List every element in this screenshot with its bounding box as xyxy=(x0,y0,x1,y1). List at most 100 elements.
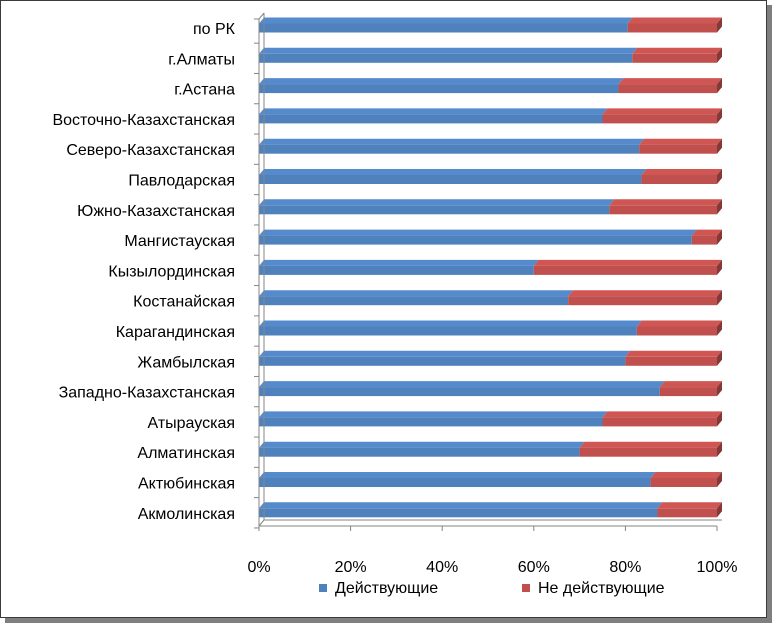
bar-segment-inactive xyxy=(691,235,717,245)
bar-segment-inactive xyxy=(659,387,717,397)
bar-segment-active xyxy=(259,53,633,63)
category-label: Северо-Казахстанская xyxy=(66,142,235,159)
x-tick-label: 20% xyxy=(335,559,367,576)
bar-segment-active-top xyxy=(259,17,633,24)
bar-segment-inactive-side xyxy=(717,381,722,397)
category-label: Павлодарская xyxy=(128,173,235,190)
bar-segment-inactive-side xyxy=(717,199,722,215)
category-label: Актюбинская xyxy=(138,476,235,493)
bar-segment-active-top xyxy=(259,350,631,357)
bar-segment-inactive-side xyxy=(717,78,722,94)
category-label: г.Алматы xyxy=(168,51,235,68)
bar-segment-active-top xyxy=(259,290,574,297)
bar-segment-active-top xyxy=(259,108,608,115)
bar-segment-active xyxy=(259,235,692,245)
bar-segment-active xyxy=(259,265,534,275)
x-axis-depth-left xyxy=(258,519,265,527)
bar-segment-inactive-top xyxy=(602,411,722,418)
bar-segment-inactive-side xyxy=(717,320,722,336)
bar-segment-inactive-top xyxy=(618,78,722,85)
bar-segment-inactive-top xyxy=(636,320,722,327)
x-tick-label: 60% xyxy=(518,559,550,576)
bar-segment-active xyxy=(259,508,658,518)
bar-segment-inactive-side xyxy=(717,472,722,487)
bar-segment-active xyxy=(259,447,580,457)
bar-segment-inactive-top xyxy=(533,259,722,266)
category-label: по РК xyxy=(193,21,236,38)
bar-segment-active xyxy=(259,387,660,397)
bar-segment-inactive xyxy=(650,478,717,487)
category-label: Восточно-Казахстанская xyxy=(52,112,235,129)
bar-segment-active xyxy=(259,23,628,33)
bar-segment-active-top xyxy=(259,320,642,327)
bar-segment-active xyxy=(259,478,651,487)
category-label: Костанайская xyxy=(133,294,235,311)
bar-segment-inactive-top xyxy=(625,350,722,357)
x-tick-label: 0% xyxy=(247,559,270,576)
stacked-bar-chart: по РК г.Алматы г.Астана Восточно-Казахстанс… xyxy=(52,12,737,597)
bar-segment-active xyxy=(259,296,569,306)
bar-segment-inactive-top xyxy=(602,108,722,115)
legend: Действующие Не действующие xyxy=(319,580,665,597)
bar-segment-active xyxy=(259,356,626,366)
bar-segment-inactive-top xyxy=(632,47,722,54)
legend-swatch-inactive xyxy=(522,584,530,592)
bar-segment-active xyxy=(259,205,610,215)
bar-segment-inactive xyxy=(568,296,717,306)
bar-segment-inactive-side xyxy=(717,17,722,33)
bar-segment-inactive xyxy=(609,205,717,215)
bar-segment-active xyxy=(259,144,640,154)
bar-segment-inactive-top xyxy=(579,441,722,448)
category-label: Алматинская xyxy=(137,445,235,462)
bar-segment-inactive-side xyxy=(717,108,722,124)
bar-segment-inactive xyxy=(627,23,717,33)
category-label: Атырауская xyxy=(148,415,236,432)
bar-segment-inactive xyxy=(657,508,717,518)
bar-segment-active-top xyxy=(259,502,663,509)
bar-segment-active-top xyxy=(259,381,665,388)
bar-segment-inactive-top xyxy=(609,199,722,206)
category-label: Акмолинская xyxy=(138,506,235,523)
category-label: Мангистауская xyxy=(124,233,235,250)
y-axis-depth-top xyxy=(258,12,265,20)
bar-segment-inactive xyxy=(618,84,717,94)
bar-segment-inactive-top xyxy=(627,17,722,24)
bar-segment-inactive-top xyxy=(639,138,722,145)
bar-segment-inactive-side xyxy=(717,441,722,457)
legend-label-inactive: Не действующие xyxy=(538,580,665,597)
category-label: Южно-Казахстанская xyxy=(77,203,235,220)
category-label: Западно-Казахстанская xyxy=(59,385,235,402)
bar-segment-inactive-side xyxy=(717,229,722,245)
legend-label-active: Действующие xyxy=(335,580,438,597)
bar-segment-inactive-top xyxy=(691,229,722,236)
bar-segment-active-top xyxy=(259,47,638,54)
bar-segment-active-top xyxy=(259,229,697,236)
bar-segment-active-top xyxy=(259,169,647,175)
category-labels: по РК г.Алматы г.Астана Восточно-Казахстанс… xyxy=(52,21,235,523)
category-label: Кызылординская xyxy=(108,263,235,280)
bar-3d-layer xyxy=(259,17,722,518)
category-label: г.Астана xyxy=(174,82,235,99)
bar-segment-inactive-side xyxy=(717,502,722,518)
bar-segment-inactive xyxy=(639,144,717,154)
bar-segment-inactive-side xyxy=(717,259,722,275)
bar-segment-active-top xyxy=(259,78,624,85)
bar-segment-active xyxy=(259,84,619,94)
bar-segment-active-top xyxy=(259,138,645,145)
axis-layer xyxy=(254,12,722,531)
bar-segment-inactive-side xyxy=(717,411,722,427)
bar-segment-active xyxy=(259,114,603,124)
bar-segment-inactive-top xyxy=(568,290,722,297)
bar-segment-inactive-side xyxy=(717,169,722,184)
bar-segment-inactive xyxy=(533,265,717,275)
bar-segment-active-top xyxy=(259,441,585,448)
bar-segment-inactive xyxy=(579,447,717,457)
bar-segment-inactive xyxy=(625,356,717,366)
bar-segment-inactive xyxy=(641,175,717,184)
tick-labels: 0% 20% 40% 60% 80% 100% xyxy=(247,559,737,576)
bar-segment-active-top xyxy=(259,259,539,266)
bar-segment-inactive-top xyxy=(659,381,722,388)
x-tick-label: 40% xyxy=(426,559,458,576)
bar-segment-inactive-side xyxy=(717,350,722,366)
bar-segment-inactive-side xyxy=(717,290,722,306)
